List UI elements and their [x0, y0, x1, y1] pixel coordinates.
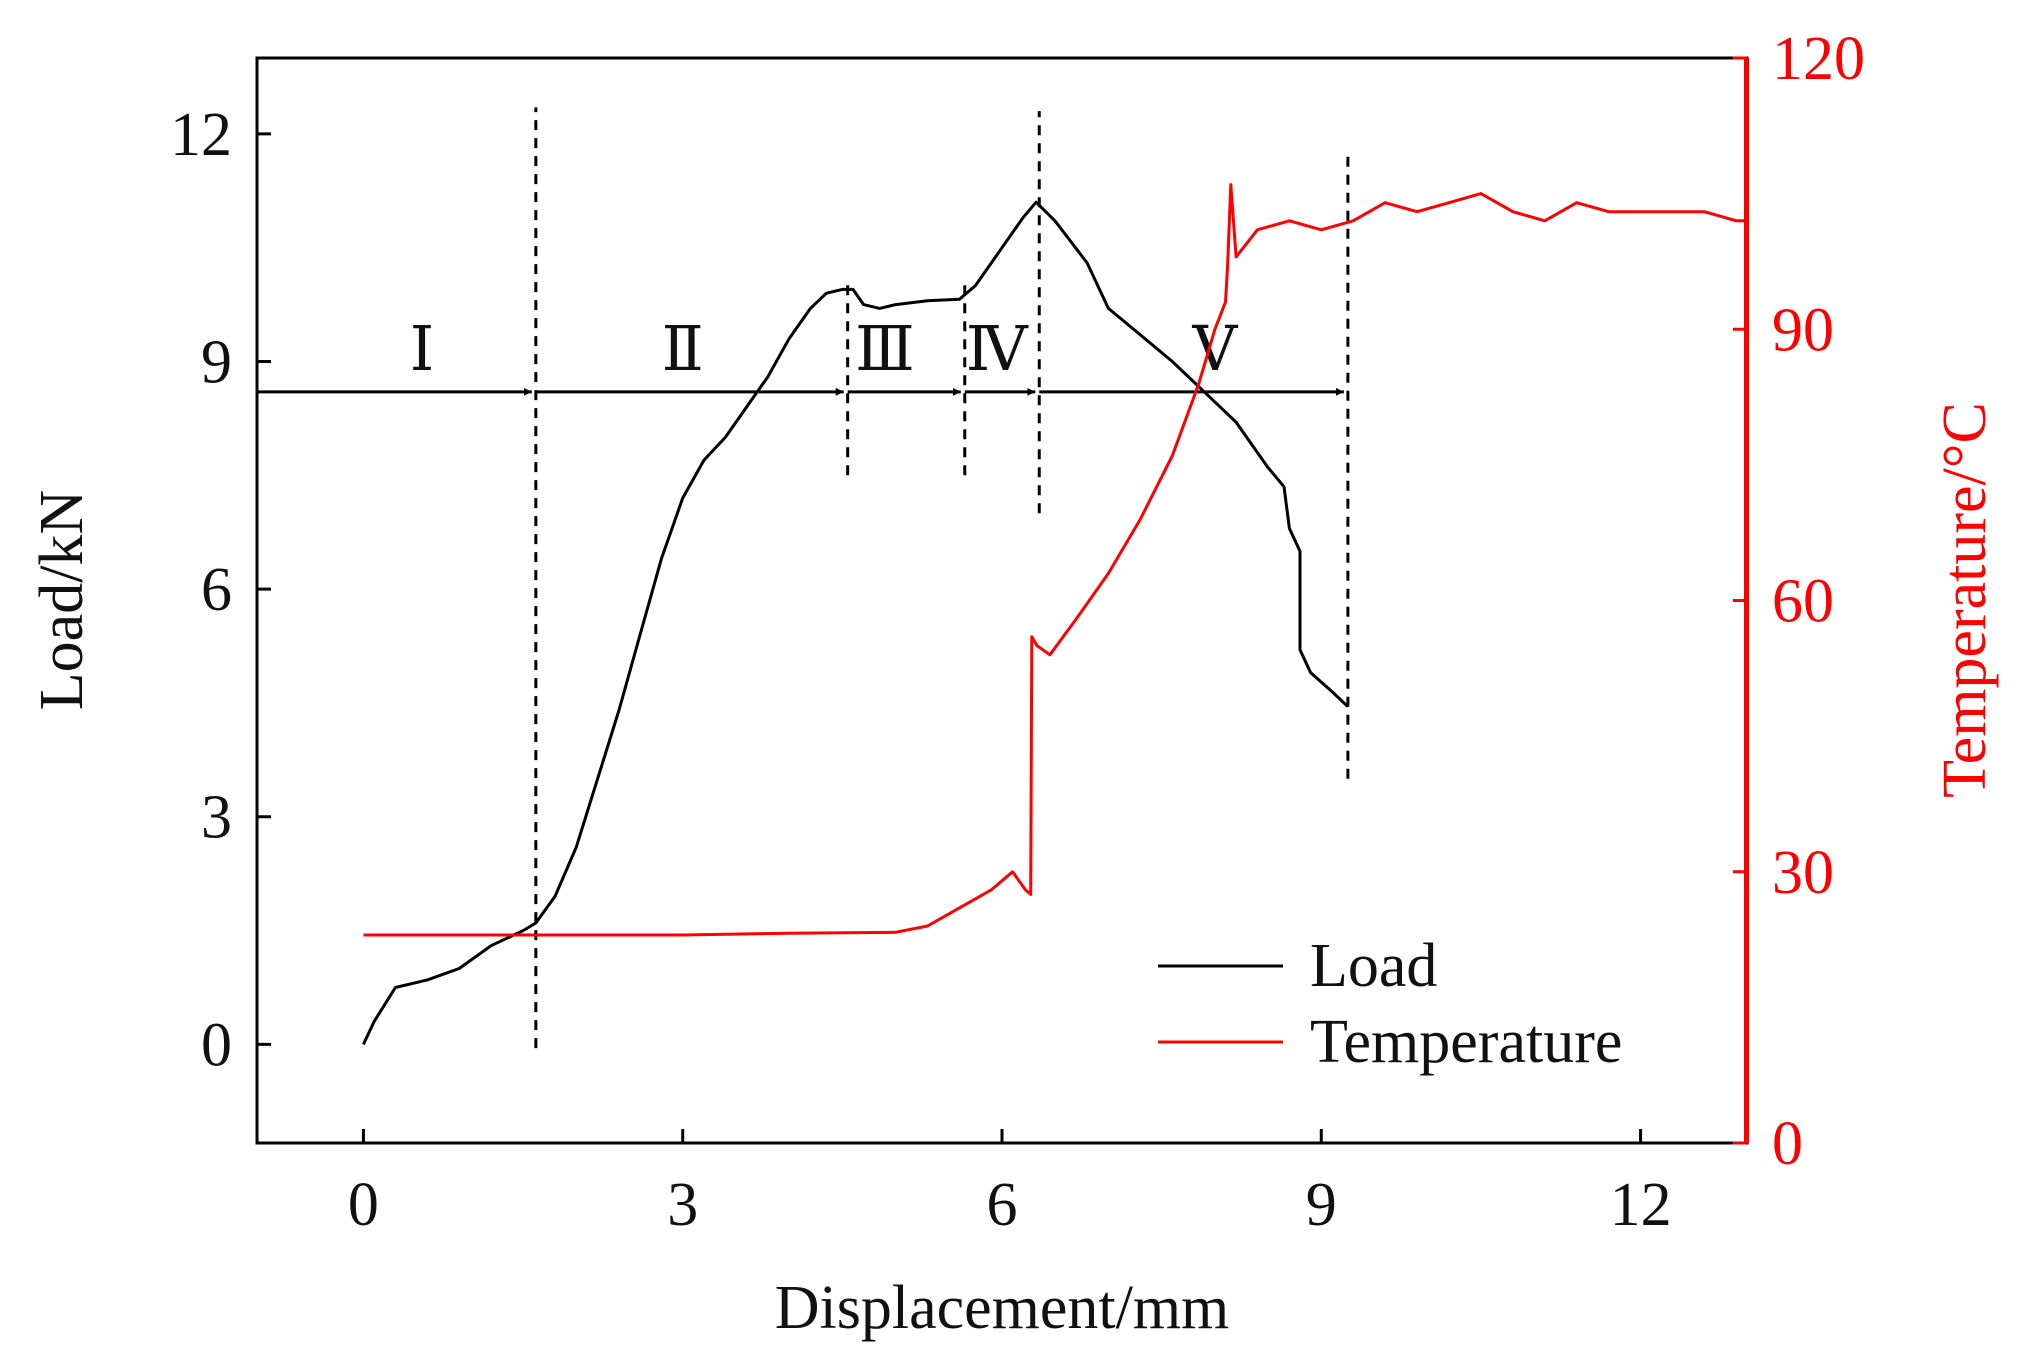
- series-lines: [362, 183, 1747, 1046]
- series-line-load: [362, 200, 1349, 1046]
- series-line-temperature: [363, 183, 1747, 937]
- stage-label-4: Ⅳ: [966, 316, 1029, 384]
- x-tick-label-0: 0: [348, 1171, 379, 1239]
- left-axis-ticks: 0 3 6 9 12: [170, 101, 271, 1079]
- right-tick-label-4: 120: [1772, 25, 1865, 93]
- left-tick-label-3: 9: [201, 328, 232, 396]
- x-tick-label-1: 3: [667, 1171, 698, 1239]
- right-axis-ticks: 0 30 60 90 120: [1733, 25, 1865, 1178]
- x-tick-label-3: 9: [1306, 1171, 1337, 1239]
- stage-boundaries: [534, 107, 1350, 1049]
- plot-frame: [255, 56, 1749, 1145]
- legend: Load Temperature: [1158, 932, 1622, 1076]
- right-axis-line: [1744, 58, 1749, 1143]
- left-tick-label-1: 3: [201, 784, 232, 852]
- right-tick-label-3: 90: [1772, 296, 1834, 364]
- right-axis-label: Temperature/°C: [1931, 402, 1999, 798]
- right-tick-label-2: 60: [1772, 568, 1834, 636]
- x-tick-label-4: 12: [1610, 1171, 1672, 1239]
- stage-label-1: Ⅰ: [410, 316, 435, 384]
- left-tick-label-0: 0: [201, 1011, 232, 1079]
- stage-label-2: Ⅱ: [662, 316, 704, 384]
- right-tick-label-0: 0: [1772, 1110, 1803, 1178]
- left-axis-label: Load/kN: [28, 490, 96, 710]
- x-axis-label: Displacement/mm: [775, 1274, 1230, 1342]
- legend-label-temperature: Temperature: [1310, 1008, 1622, 1076]
- legend-label-load: Load: [1310, 932, 1437, 1000]
- right-tick-label-1: 30: [1772, 839, 1834, 907]
- x-axis-ticks: 0 3 6 9 12: [348, 1129, 1672, 1239]
- left-tick-label-2: 6: [201, 556, 232, 624]
- stage-label-3: Ⅲ: [855, 316, 915, 384]
- x-tick-label-2: 6: [987, 1171, 1018, 1239]
- left-tick-label-4: 12: [170, 101, 232, 169]
